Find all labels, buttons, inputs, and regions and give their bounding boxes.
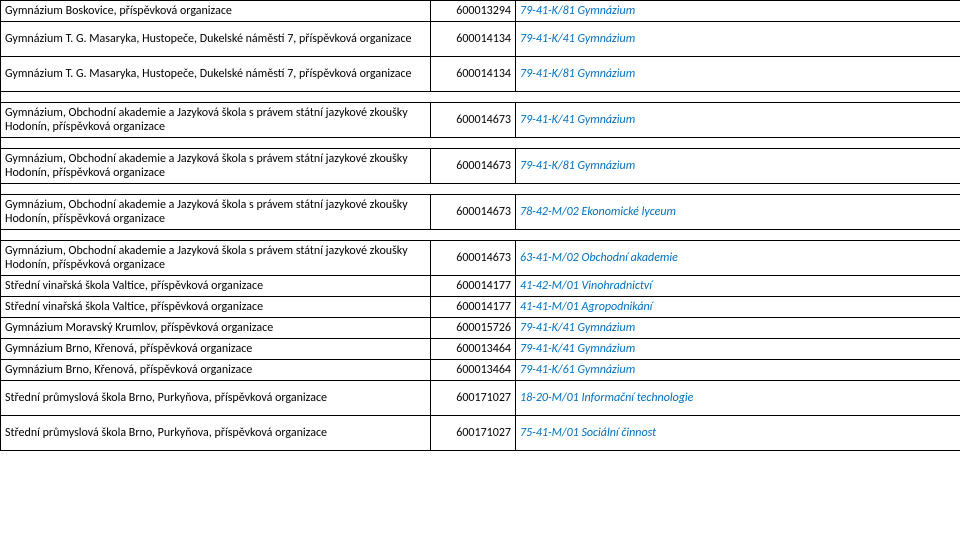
school-name-cell: Gymnázium, Obchodní akademie a Jazyková … bbox=[1, 149, 431, 184]
spacer-cell bbox=[516, 184, 960, 195]
spacer-cell bbox=[431, 184, 516, 195]
program-code-cell: 75-41-M/01 Sociální činnost bbox=[516, 416, 960, 451]
school-name-cell: Střední průmyslová škola Brno, Purkyňova… bbox=[1, 416, 431, 451]
school-name-cell: Gymnázium T. G. Masaryka, Hustopeče, Duk… bbox=[1, 57, 431, 92]
program-code-cell: 79-41-K/41 Gymnázium bbox=[516, 318, 960, 339]
program-code-cell: 79-41-K/81 Gymnázium bbox=[516, 149, 960, 184]
table-row: Gymnázium, Obchodní akademie a Jazyková … bbox=[1, 103, 960, 138]
program-code-cell: 78-42-M/02 Ekonomické lyceum bbox=[516, 195, 960, 230]
table-row: Střední průmyslová škola Brno, Purkyňova… bbox=[1, 381, 960, 416]
school-id-cell: 600014134 bbox=[431, 57, 516, 92]
school-id-cell: 600013464 bbox=[431, 360, 516, 381]
spacer-row bbox=[1, 230, 960, 241]
school-name-cell: Střední vinařská škola Valtice, příspěvk… bbox=[1, 276, 431, 297]
spacer-row bbox=[1, 138, 960, 149]
school-id-cell: 600014673 bbox=[431, 195, 516, 230]
school-id-cell: 600014673 bbox=[431, 103, 516, 138]
school-id-cell: 600014134 bbox=[431, 22, 516, 57]
school-name-cell: Gymnázium Moravský Krumlov, příspěvková … bbox=[1, 318, 431, 339]
program-code-cell: 63-41-M/02 Obchodní akademie bbox=[516, 241, 960, 276]
spacer-cell bbox=[1, 230, 431, 241]
school-id-cell: 600015726 bbox=[431, 318, 516, 339]
spacer-cell bbox=[1, 138, 431, 149]
spacer-cell bbox=[516, 230, 960, 241]
school-id-cell: 600171027 bbox=[431, 416, 516, 451]
spacer-cell bbox=[516, 92, 960, 103]
program-code-cell: 41-41-M/01 Agropodnikání bbox=[516, 297, 960, 318]
school-name-cell: Střední vinařská škola Valtice, příspěvk… bbox=[1, 297, 431, 318]
table-row: Gymnázium Moravský Krumlov, příspěvková … bbox=[1, 318, 960, 339]
school-id-cell: 600014177 bbox=[431, 276, 516, 297]
spacer-cell bbox=[516, 138, 960, 149]
school-id-cell: 600014673 bbox=[431, 149, 516, 184]
table-row: Gymnázium Boskovice, příspěvková organiz… bbox=[1, 1, 960, 22]
spacer-cell bbox=[431, 92, 516, 103]
table-row: Gymnázium Brno, Křenová, příspěvková org… bbox=[1, 360, 960, 381]
program-code-cell: 79-41-K/41 Gymnázium bbox=[516, 22, 960, 57]
school-name-cell: Gymnázium Boskovice, příspěvková organiz… bbox=[1, 1, 431, 22]
school-name-cell: Gymnázium Brno, Křenová, příspěvková org… bbox=[1, 339, 431, 360]
spacer-cell bbox=[431, 230, 516, 241]
table-row: Gymnázium, Obchodní akademie a Jazyková … bbox=[1, 149, 960, 184]
table-row: Střední vinařská škola Valtice, příspěvk… bbox=[1, 297, 960, 318]
table-row: Střední vinařská škola Valtice, příspěvk… bbox=[1, 276, 960, 297]
school-name-cell: Gymnázium T. G. Masaryka, Hustopeče, Duk… bbox=[1, 22, 431, 57]
table-row: Gymnázium T. G. Masaryka, Hustopeče, Duk… bbox=[1, 22, 960, 57]
data-table: Gymnázium Boskovice, příspěvková organiz… bbox=[0, 0, 960, 451]
school-name-cell: Gymnázium, Obchodní akademie a Jazyková … bbox=[1, 103, 431, 138]
spacer-row bbox=[1, 92, 960, 103]
program-code-cell: 79-41-K/41 Gymnázium bbox=[516, 339, 960, 360]
school-id-cell: 600013294 bbox=[431, 1, 516, 22]
spacer-row bbox=[1, 184, 960, 195]
program-code-cell: 79-41-K/61 Gymnázium bbox=[516, 360, 960, 381]
program-code-cell: 79-41-K/41 Gymnázium bbox=[516, 103, 960, 138]
spacer-cell bbox=[1, 184, 431, 195]
school-id-cell: 600014673 bbox=[431, 241, 516, 276]
school-id-cell: 600171027 bbox=[431, 381, 516, 416]
school-name-cell: Střední průmyslová škola Brno, Purkyňova… bbox=[1, 381, 431, 416]
school-name-cell: Gymnázium, Obchodní akademie a Jazyková … bbox=[1, 195, 431, 230]
table-row: Střední průmyslová škola Brno, Purkyňova… bbox=[1, 416, 960, 451]
program-code-cell: 79-41-K/81 Gymnázium bbox=[516, 57, 960, 92]
program-code-cell: 79-41-K/81 Gymnázium bbox=[516, 1, 960, 22]
spacer-cell bbox=[431, 138, 516, 149]
table-row: Gymnázium, Obchodní akademie a Jazyková … bbox=[1, 241, 960, 276]
table-row: Gymnázium T. G. Masaryka, Hustopeče, Duk… bbox=[1, 57, 960, 92]
school-name-cell: Gymnázium Brno, Křenová, příspěvková org… bbox=[1, 360, 431, 381]
school-name-cell: Gymnázium, Obchodní akademie a Jazyková … bbox=[1, 241, 431, 276]
table-row: Gymnázium Brno, Křenová, příspěvková org… bbox=[1, 339, 960, 360]
program-code-cell: 41-42-M/01 Vinohradnictví bbox=[516, 276, 960, 297]
spacer-cell bbox=[1, 92, 431, 103]
program-code-cell: 18-20-M/01 Informační technologie bbox=[516, 381, 960, 416]
school-id-cell: 600013464 bbox=[431, 339, 516, 360]
table-row: Gymnázium, Obchodní akademie a Jazyková … bbox=[1, 195, 960, 230]
school-id-cell: 600014177 bbox=[431, 297, 516, 318]
